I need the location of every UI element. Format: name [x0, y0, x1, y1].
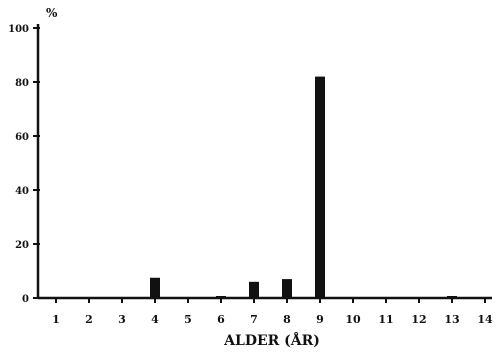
x-tick-label: 2 — [85, 313, 93, 326]
x-ticks: 1 2 3 4 5 6 7 8 9 10 11 12 13 14 — [52, 298, 493, 326]
bar-age-9 — [315, 76, 325, 298]
x-tick-label: 11 — [378, 313, 393, 326]
bar-age-7 — [249, 281, 259, 298]
x-tick-label: 10 — [345, 313, 361, 326]
y-tick-label: 80 — [15, 78, 29, 89]
x-tick-label: 12 — [411, 313, 426, 326]
bar-age-6 — [216, 296, 226, 298]
x-axis-label: ALDER (ÅR) — [223, 331, 320, 349]
bar-age-4 — [150, 277, 160, 298]
x-tick-label: 5 — [184, 313, 192, 326]
y-tick-label: 60 — [15, 132, 29, 143]
y-tick-label: 100 — [8, 24, 29, 35]
y-tick-label: 40 — [15, 186, 29, 197]
bars — [150, 76, 457, 298]
x-tick-label: 13 — [444, 313, 459, 326]
x-tick-label: 7 — [250, 313, 258, 326]
y-tick-label: 0 — [22, 294, 29, 305]
x-tick-label: 3 — [118, 313, 126, 326]
bar-age-8 — [282, 279, 292, 298]
chart-axes — [36, 24, 492, 300]
y-tick-label: 20 — [15, 240, 29, 251]
y-ticks: 0 20 40 60 80 100 — [8, 24, 40, 305]
x-tick-label: 1 — [52, 313, 60, 326]
x-tick-label: 4 — [151, 313, 159, 326]
x-tick-label: 14 — [477, 313, 493, 326]
bar-age-13 — [447, 296, 457, 298]
x-tick-label: 9 — [316, 313, 324, 326]
x-tick-label: 8 — [283, 313, 291, 326]
x-tick-label: 6 — [217, 313, 225, 326]
y-axis-label: % — [46, 6, 58, 20]
